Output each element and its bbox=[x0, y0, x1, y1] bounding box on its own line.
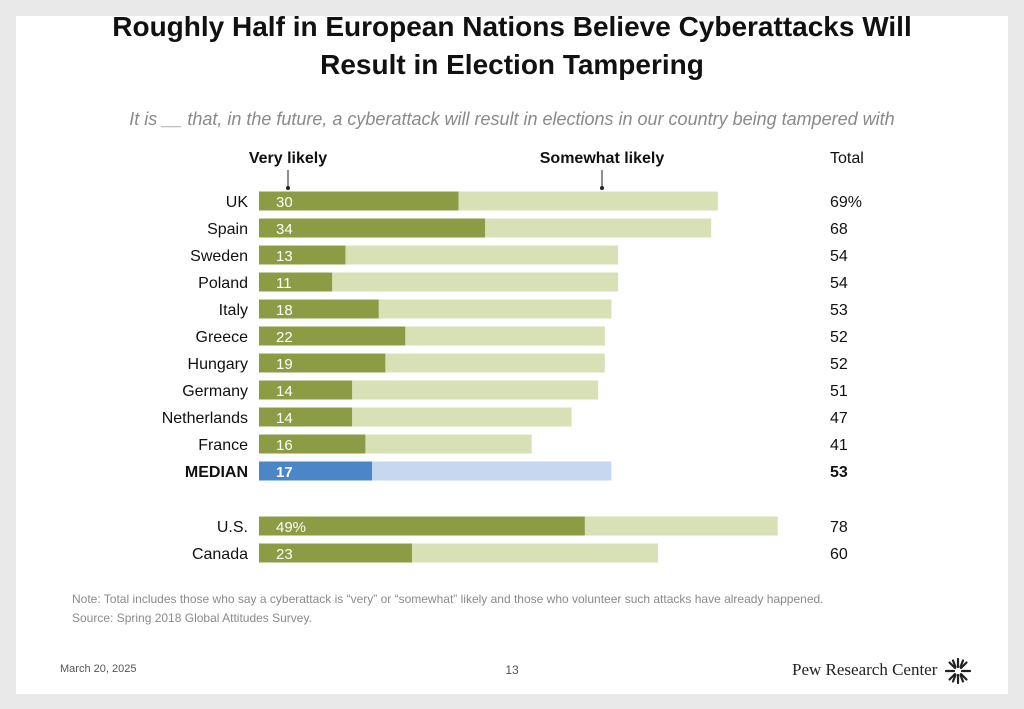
total-label-canada: 60 bbox=[830, 546, 848, 563]
value-label-hungary: 19 bbox=[276, 356, 293, 373]
bar-somewhat-uk bbox=[458, 191, 718, 211]
bar-very-canada bbox=[259, 543, 412, 563]
value-label-u-s: 49% bbox=[276, 519, 306, 536]
total-label-greece: 52 bbox=[830, 329, 848, 346]
category-label-u-s: U.S. bbox=[217, 519, 248, 536]
total-label-median: 53 bbox=[830, 464, 848, 481]
pew-logo-icon bbox=[944, 657, 972, 685]
bar-somewhat-france bbox=[365, 434, 532, 454]
value-label-poland: 11 bbox=[276, 275, 292, 292]
bar-very-poland bbox=[259, 272, 333, 292]
title-line-1: Roughly Half in European Nations Believe… bbox=[112, 11, 912, 42]
value-label-uk: 30 bbox=[276, 194, 293, 211]
bar-very-france bbox=[259, 434, 366, 454]
bar-somewhat-germany bbox=[352, 380, 599, 400]
bar-very-netherlands bbox=[259, 407, 353, 427]
value-label-canada: 23 bbox=[276, 546, 293, 563]
chart-title: Roughly Half in European Nations Believe… bbox=[0, 8, 1024, 84]
category-label-france: France bbox=[198, 437, 248, 454]
total-column-header: Total bbox=[830, 150, 864, 167]
value-label-italy: 18 bbox=[276, 302, 293, 319]
legend-very-likely: Very likely bbox=[249, 150, 327, 167]
bar-very-spain bbox=[259, 218, 486, 238]
category-label-uk: UK bbox=[226, 194, 249, 211]
category-label-median: MEDIAN bbox=[185, 464, 248, 481]
total-label-uk: 69% bbox=[830, 194, 862, 211]
total-label-netherlands: 47 bbox=[830, 410, 848, 427]
value-label-median: 17 bbox=[276, 464, 293, 481]
value-label-netherlands: 14 bbox=[276, 410, 293, 427]
bar-somewhat-poland bbox=[332, 272, 619, 292]
total-label-spain: 68 bbox=[830, 221, 848, 238]
note-text: Note: Total includes those who say a cyb… bbox=[72, 592, 824, 606]
bar-somewhat-italy bbox=[378, 299, 612, 319]
total-label-sweden: 54 bbox=[830, 248, 848, 265]
value-label-greece: 22 bbox=[276, 329, 293, 346]
chart-subtitle: It is __ that, in the future, a cyberatt… bbox=[129, 109, 895, 129]
total-label-u-s: 78 bbox=[830, 519, 848, 536]
bar-very-germany bbox=[259, 380, 353, 400]
category-label-germany: Germany bbox=[182, 383, 248, 400]
category-label-hungary: Hungary bbox=[188, 356, 248, 373]
value-label-spain: 34 bbox=[276, 221, 293, 238]
bar-somewhat-median bbox=[372, 461, 612, 481]
bar-somewhat-netherlands bbox=[352, 407, 572, 427]
value-label-sweden: 13 bbox=[276, 248, 293, 265]
bar-somewhat-u-s bbox=[584, 516, 778, 536]
bar-very-italy bbox=[259, 299, 379, 319]
value-label-germany: 14 bbox=[276, 383, 293, 400]
bar-somewhat-hungary bbox=[385, 353, 605, 373]
bar-very-greece bbox=[259, 326, 406, 346]
bar-somewhat-sweden bbox=[345, 245, 619, 265]
value-label-france: 16 bbox=[276, 437, 293, 454]
category-label-canada: Canada bbox=[192, 546, 248, 563]
total-label-germany: 51 bbox=[830, 383, 848, 400]
total-label-poland: 54 bbox=[830, 275, 848, 292]
page-number: 13 bbox=[505, 663, 519, 677]
chart-footnotes: Note: Total includes those who say a cyb… bbox=[72, 590, 872, 628]
bar-somewhat-canada bbox=[411, 543, 658, 563]
brand-name: Pew Research Center bbox=[792, 660, 938, 679]
category-label-italy: Italy bbox=[219, 302, 248, 319]
total-label-hungary: 52 bbox=[830, 356, 848, 373]
legend-very-likely-pointer-dot bbox=[286, 186, 290, 190]
category-label-spain: Spain bbox=[207, 221, 248, 238]
legend-somewhat-likely-pointer-dot bbox=[600, 186, 604, 190]
total-label-france: 41 bbox=[830, 437, 848, 454]
footer-date: March 20, 2025 bbox=[60, 663, 137, 675]
category-label-sweden: Sweden bbox=[190, 248, 248, 265]
bar-very-median bbox=[259, 461, 373, 481]
category-label-netherlands: Netherlands bbox=[162, 410, 248, 427]
bar-somewhat-greece bbox=[405, 326, 605, 346]
source-text: Source: Spring 2018 Global Attitudes Sur… bbox=[72, 611, 312, 625]
category-label-greece: Greece bbox=[196, 329, 249, 346]
category-label-poland: Poland bbox=[198, 275, 248, 292]
total-label-italy: 53 bbox=[830, 302, 848, 319]
bar-very-sweden bbox=[259, 245, 346, 265]
bar-very-uk bbox=[259, 191, 459, 211]
bar-very-u-s bbox=[259, 516, 585, 536]
bar-somewhat-spain bbox=[485, 218, 712, 238]
bar-very-hungary bbox=[259, 353, 386, 373]
legend-somewhat-likely: Somewhat likely bbox=[540, 150, 665, 167]
title-line-2: Result in Election Tampering bbox=[320, 49, 704, 80]
